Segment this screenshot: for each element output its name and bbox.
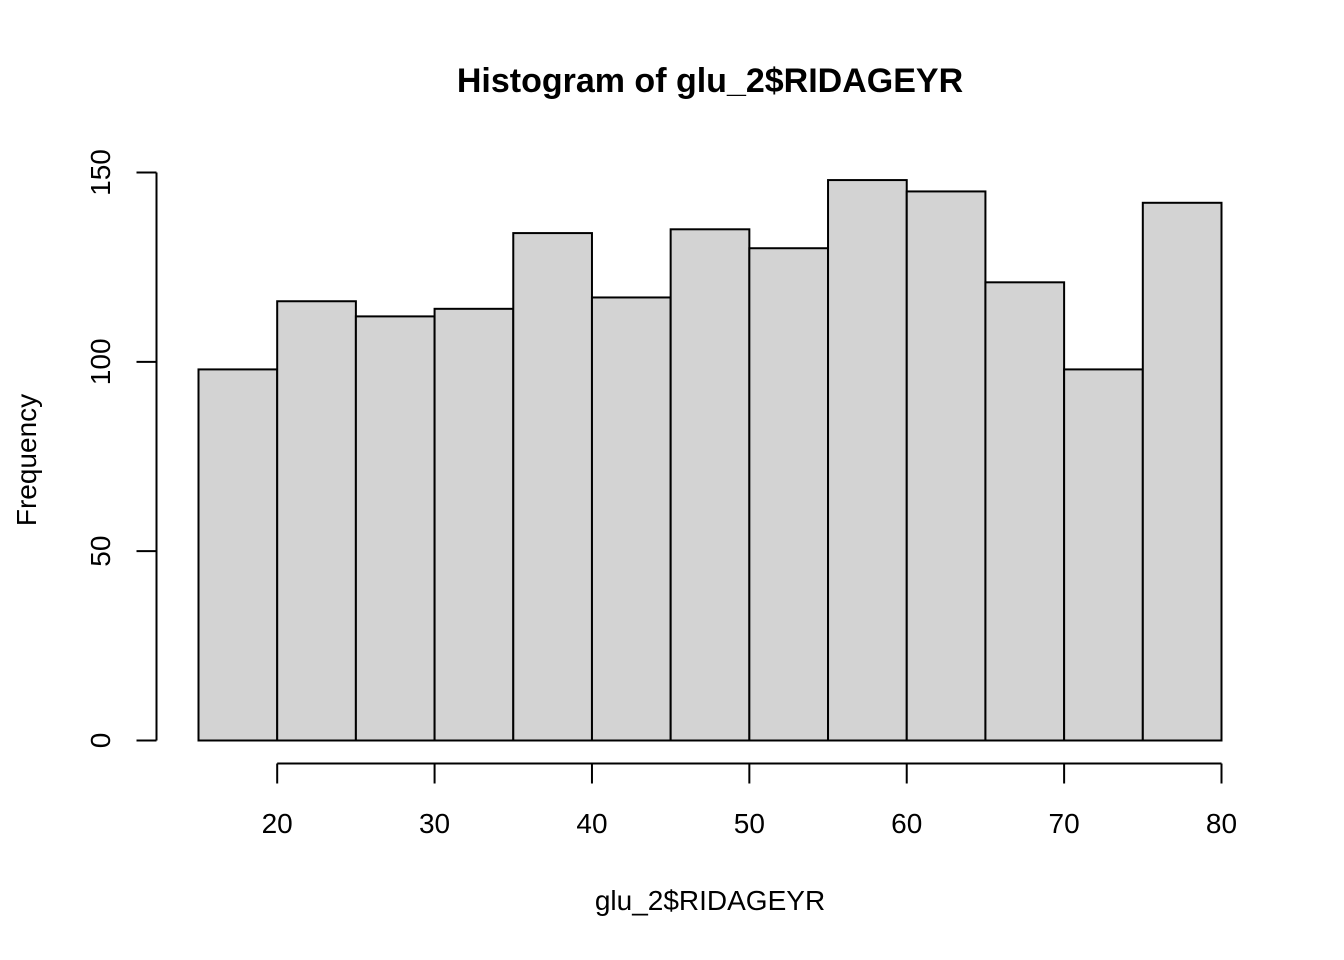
y-tick-label-2: 50 xyxy=(85,536,116,567)
histogram-bar-10 xyxy=(905,190,987,742)
y-tick-label-1: 0 xyxy=(85,733,116,749)
y-tick-label-3: 100 xyxy=(85,338,116,385)
y-axis-label: Frequency xyxy=(11,394,42,526)
x-tick-label-1: 20 xyxy=(262,808,293,839)
histogram-bar-11 xyxy=(984,281,1066,742)
chart-title: Histogram of glu_2$RIDAGEYR xyxy=(457,62,963,100)
histogram-bar-7 xyxy=(669,228,751,742)
y-tick-label-4: 150 xyxy=(85,149,116,196)
histogram-bar-3 xyxy=(354,315,436,742)
histogram-bar-12 xyxy=(1063,368,1144,742)
x-tick-label-4: 50 xyxy=(734,808,765,839)
histogram-bar-13 xyxy=(1141,201,1223,742)
x-tick-label-7: 80 xyxy=(1206,808,1237,839)
histogram-bar-9 xyxy=(827,179,908,742)
histogram-bar-6 xyxy=(590,296,672,742)
histogram-bar-4 xyxy=(433,307,515,742)
histogram-bar-2 xyxy=(276,300,357,742)
y-axis: 0 50 100 150 xyxy=(85,149,158,749)
histogram-bar-1 xyxy=(197,368,279,742)
x-tick-label-2: 30 xyxy=(419,808,450,839)
histogram-bar-5 xyxy=(512,232,593,742)
x-tick-label-5: 60 xyxy=(891,808,922,839)
bars-group xyxy=(197,179,1223,742)
histogram-bar-8 xyxy=(748,247,830,742)
x-axis: 20 30 40 50 60 70 80 xyxy=(262,762,1237,839)
x-tick-label-6: 70 xyxy=(1049,808,1080,839)
x-tick-label-3: 40 xyxy=(576,808,607,839)
x-axis-label: glu_2$RIDAGEYR xyxy=(595,885,825,916)
